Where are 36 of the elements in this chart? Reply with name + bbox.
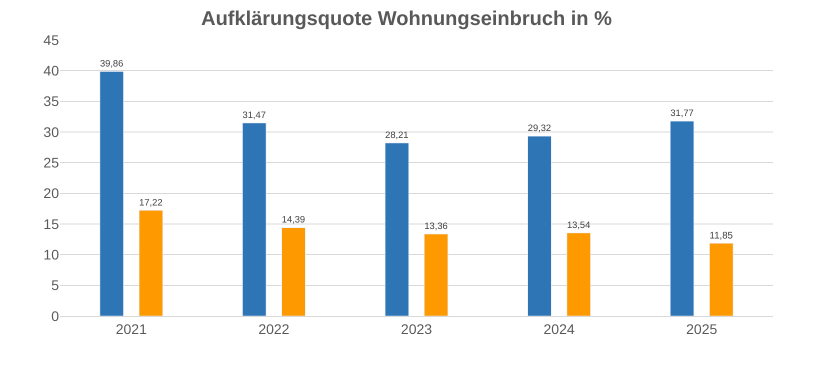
x-tick-label: 2024: [544, 320, 575, 337]
bar: [709, 243, 734, 316]
y-tick-label: 30: [43, 124, 60, 140]
data-label: 14,39: [282, 214, 306, 225]
bar: [384, 142, 409, 316]
bar: [527, 136, 552, 316]
y-tick-label: 40: [43, 62, 60, 79]
data-label: 28,21: [385, 130, 408, 140]
x-tick-label: 2023: [400, 320, 432, 337]
data-label: 11,85: [710, 230, 733, 242]
chart-title: Aufklärungsquote Wohnungseinbruch in %: [201, 8, 612, 30]
bar: [281, 227, 306, 316]
bar: [566, 232, 591, 316]
y-tick-label: 0: [51, 308, 60, 324]
y-tick-label: 15: [43, 216, 60, 232]
data-label: 13,36: [424, 221, 448, 232]
x-tick-label: 2021: [116, 320, 148, 337]
bar: [100, 71, 124, 316]
bar: [242, 122, 266, 316]
y-tick-label: 25: [43, 154, 60, 171]
data-label: 39,86: [100, 58, 124, 69]
data-label: 31,77: [670, 108, 694, 118]
bar: [138, 210, 163, 316]
data-label: 17,22: [139, 197, 163, 208]
x-tick-label: 2022: [258, 320, 290, 337]
data-label: 31,47: [242, 110, 266, 120]
y-tick-label: 35: [43, 93, 60, 110]
x-tick-label: 2025: [686, 320, 718, 337]
y-tick-label: 10: [43, 246, 60, 263]
bar: [670, 120, 694, 316]
data-label: 13,54: [566, 220, 590, 230]
y-tick-label: 45: [43, 32, 60, 48]
bar: [424, 234, 448, 316]
data-label: 29,32: [528, 123, 552, 134]
y-tick-label: 20: [43, 185, 60, 202]
y-tick-label: 5: [51, 277, 60, 294]
